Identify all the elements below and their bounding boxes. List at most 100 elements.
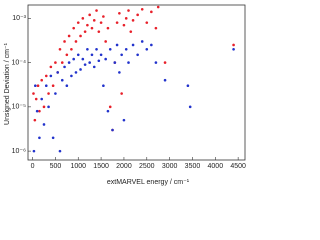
point: [108, 47, 112, 51]
point: [54, 92, 57, 95]
point: [131, 19, 135, 22]
point: [124, 17, 128, 20]
point: [127, 9, 130, 12]
x-tick-label: 0: [31, 163, 35, 170]
point: [83, 30, 87, 33]
point: [81, 17, 85, 20]
x-tick-label: 4000: [208, 163, 224, 170]
x-tick-label: 3000: [162, 163, 178, 170]
point: [186, 84, 190, 88]
point: [136, 53, 139, 57]
point: [163, 78, 167, 82]
point: [120, 92, 123, 95]
point: [90, 53, 94, 57]
point: [95, 9, 98, 12]
point: [65, 84, 69, 88]
point: [92, 65, 96, 69]
point: [90, 26, 94, 30]
point: [122, 118, 126, 122]
point: [127, 61, 130, 64]
plot-frame: [27, 4, 246, 161]
point: [113, 61, 117, 64]
point: [63, 40, 66, 43]
x-tick-label: 4500: [230, 163, 246, 170]
point: [63, 65, 66, 69]
point: [129, 30, 133, 33]
x-tick-label: 2500: [139, 163, 155, 170]
point: [60, 61, 64, 64]
point: [115, 21, 119, 24]
point: [145, 21, 149, 24]
point: [104, 40, 107, 43]
y-tick-label: 10⁻⁶: [12, 148, 26, 155]
point: [104, 57, 107, 61]
y-tick-label: 10⁻⁵: [12, 104, 26, 111]
point: [88, 61, 91, 64]
point: [81, 57, 85, 61]
point: [49, 65, 53, 69]
point: [36, 84, 40, 88]
point: [154, 26, 158, 30]
point: [74, 40, 78, 43]
point: [72, 57, 75, 61]
point: [232, 47, 235, 51]
point: [58, 149, 62, 153]
point: [34, 84, 37, 88]
point: [99, 21, 103, 24]
point: [102, 15, 105, 18]
point: [99, 53, 103, 57]
point: [124, 47, 128, 51]
point: [88, 13, 91, 17]
point: [106, 109, 110, 113]
point: [42, 123, 46, 126]
point: [79, 34, 82, 38]
x-tick-label: 1000: [70, 163, 86, 170]
point: [118, 71, 121, 74]
point: [34, 97, 38, 101]
point: [122, 23, 126, 27]
point: [49, 74, 53, 78]
point: [83, 63, 87, 66]
point: [32, 92, 35, 95]
point: [33, 118, 37, 122]
x-tick-label: 1500: [93, 163, 109, 170]
point: [44, 74, 48, 78]
point: [79, 68, 82, 71]
point: [54, 61, 57, 64]
point: [97, 30, 101, 33]
point: [74, 71, 78, 74]
point: [70, 74, 73, 78]
point: [86, 47, 89, 51]
point: [131, 43, 135, 47]
point: [140, 40, 144, 43]
y-axis-label: Unsigned Deviation / cm⁻¹: [4, 42, 11, 125]
point: [40, 97, 44, 101]
point: [106, 26, 110, 30]
y-tick-label: 10⁻⁴: [12, 59, 27, 66]
x-tick-label: 3500: [185, 163, 201, 170]
point: [97, 59, 101, 63]
point: [35, 109, 39, 113]
point: [154, 61, 158, 64]
point: [38, 136, 41, 140]
point: [44, 84, 48, 88]
point: [145, 47, 149, 51]
point: [150, 10, 153, 14]
x-axis-label: extMARVEL energy / cm⁻¹: [107, 179, 190, 186]
point: [70, 47, 73, 51]
point: [51, 84, 55, 88]
point: [188, 105, 192, 109]
point: [86, 23, 89, 27]
point: [58, 47, 62, 51]
point: [67, 34, 71, 38]
y-tick-label: 10⁻³: [12, 15, 26, 22]
point: [56, 71, 59, 74]
point: [67, 61, 71, 64]
x-tick-label: 500: [50, 163, 62, 170]
point: [95, 47, 98, 51]
point: [115, 43, 119, 47]
point: [38, 109, 41, 113]
point: [47, 92, 50, 95]
chart: extMARVEL energy / cm⁻¹ Unsigned Deviati…: [4, 4, 246, 186]
point: [150, 43, 153, 47]
